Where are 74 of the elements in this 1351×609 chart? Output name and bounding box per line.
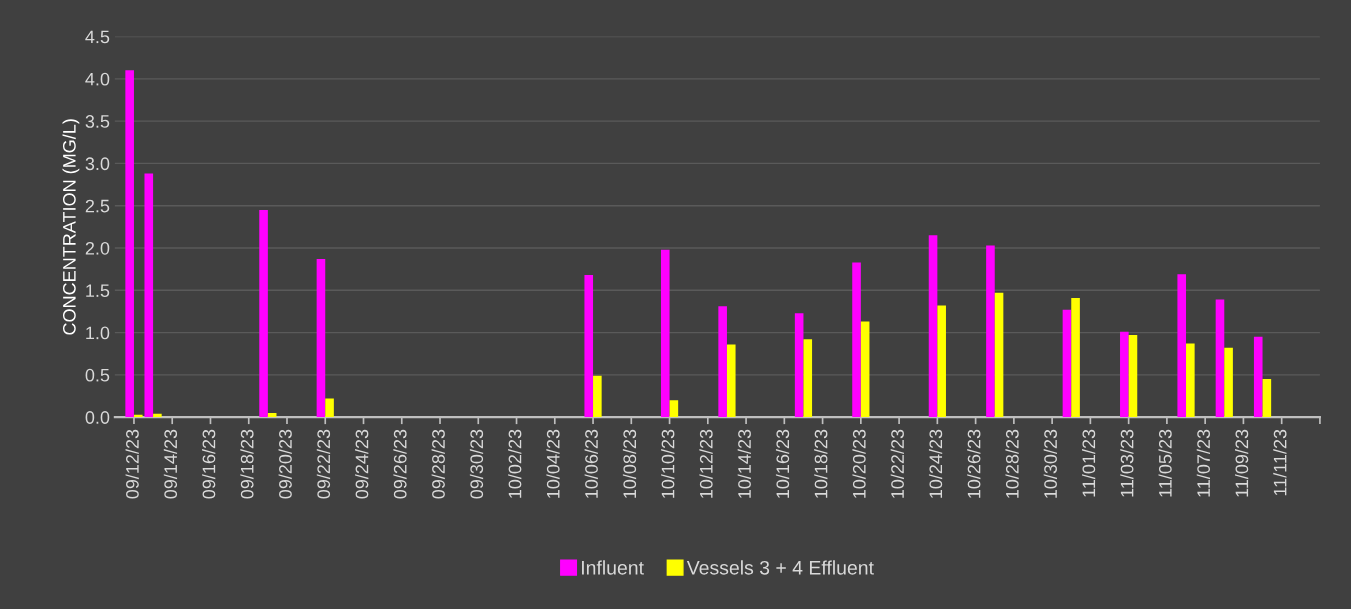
bar: [1186, 343, 1195, 418]
x-tick-label: 10/08/23: [622, 429, 637, 498]
bar: [325, 398, 334, 418]
bar: [153, 413, 162, 418]
y-tick-label: 3.5: [85, 115, 110, 128]
x-tick-label: 11/05/23: [1158, 429, 1172, 497]
bar: [986, 245, 995, 418]
bar: [937, 305, 946, 418]
x-tick-label: 10/26/23: [967, 429, 981, 498]
y-tick-label: 2.0: [85, 241, 110, 255]
bar: [259, 209, 268, 418]
x-tick-label: 10/24/23: [928, 429, 943, 498]
y-tick-label: 4.5: [85, 30, 110, 44]
bar: [718, 306, 727, 418]
bar: [1120, 331, 1129, 418]
y-tick-label: 3.0: [85, 157, 110, 171]
bar: [125, 70, 134, 418]
x-tick-label: 10/30/23: [1043, 429, 1057, 498]
bar: [1071, 297, 1080, 418]
x-tick-label: 09/16/23: [202, 429, 216, 499]
x-tick-label: 10/16/23: [775, 429, 790, 498]
bar: [660, 249, 670, 418]
x-tick-label: 11/11/23: [1273, 429, 1287, 496]
x-tick-label: 11/01/23: [1081, 429, 1096, 497]
y-tick-label: 0.5: [85, 368, 110, 382]
x-tick-label: 09/20/23: [278, 429, 292, 499]
bar: [852, 262, 861, 418]
x-tick-label: 10/06/23: [584, 429, 598, 498]
x-tick-label: 10/02/23: [508, 429, 522, 498]
x-tick-label: 09/12/23: [125, 429, 139, 499]
y-tick-label: 0.0: [85, 411, 110, 424]
x-tick-label: 11/07/23: [1196, 429, 1210, 497]
x-tick-label: 10/04/23: [546, 429, 560, 498]
bar: [1215, 299, 1225, 418]
y-tick-label: 1.0: [86, 326, 110, 340]
x-tick-label: 09/24/23: [355, 429, 369, 499]
y-axis-title: CONCENTRATION (MG/L): [62, 119, 80, 335]
x-tick-label: 09/18/23: [240, 429, 254, 499]
bar: [803, 339, 813, 418]
x-tick-label: 09/26/23: [393, 429, 407, 499]
y-tick-label: 2.5: [85, 199, 110, 213]
x-tick-label: 09/30/23: [469, 429, 484, 499]
bar: [1128, 335, 1138, 418]
bar: [726, 344, 736, 418]
bar: [1262, 379, 1272, 418]
x-tick-label: 09/28/23: [431, 429, 445, 499]
bar: [928, 235, 938, 418]
bar: [860, 321, 870, 418]
bar: [1177, 274, 1187, 418]
bar: [144, 173, 154, 418]
x-tick-label: 11/09/23: [1235, 429, 1249, 497]
legend-label: Influent: [582, 560, 644, 575]
legend-label: Vessels 3 + 4 Effluent: [686, 560, 874, 575]
x-tick-label: 10/12/23: [699, 429, 713, 498]
bar: [669, 400, 679, 418]
x-tick-label: 09/22/23: [316, 429, 331, 499]
bar: [593, 375, 602, 418]
y-tick-label: 1.5: [86, 284, 110, 298]
bar: [1062, 309, 1072, 418]
x-tick-label: 10/18/23: [814, 429, 828, 498]
x-tick-label: 10/10/23: [661, 429, 675, 498]
bar: [584, 275, 594, 418]
x-tick-label: 10/28/23: [1005, 429, 1019, 498]
x-tick-label: 09/14/23: [163, 429, 178, 499]
bar: [794, 313, 804, 418]
x-tick-label: 10/20/23: [852, 429, 866, 498]
bar: [1253, 336, 1263, 418]
bar: [1224, 347, 1233, 418]
bar: [316, 258, 326, 418]
x-tick-label: 10/14/23: [737, 429, 751, 498]
x-tick-label: 10/22/23: [890, 429, 904, 498]
bar: [994, 292, 1004, 418]
y-tick-label: 4.0: [85, 72, 110, 86]
x-tick-label: 11/03/23: [1120, 429, 1134, 497]
